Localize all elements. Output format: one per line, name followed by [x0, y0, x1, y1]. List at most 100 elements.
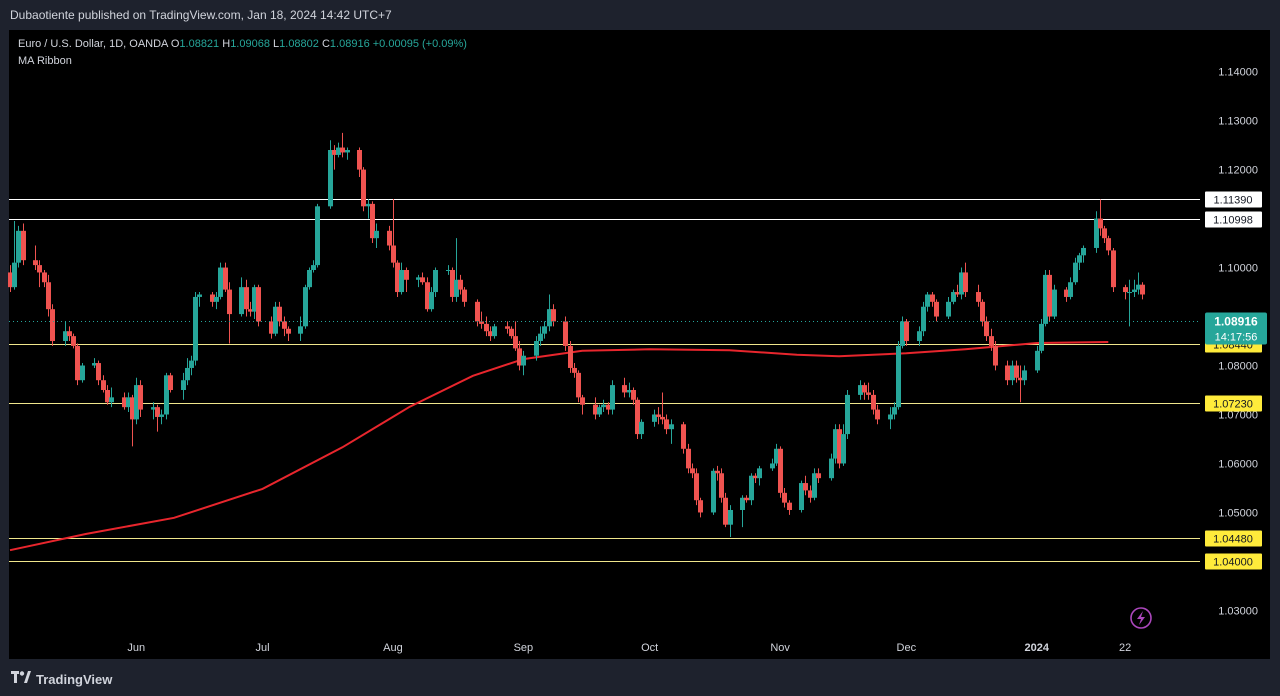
indicator-name[interactable]: MA Ribbon: [18, 55, 72, 67]
candle: [888, 407, 893, 430]
candle: [1014, 360, 1019, 383]
candle-body: [1064, 289, 1069, 297]
candle-body: [728, 510, 733, 525]
candle-body: [273, 306, 278, 334]
candle: [744, 495, 749, 503]
candle-body: [812, 473, 817, 498]
candle: [1132, 279, 1137, 297]
candle: [416, 274, 421, 288]
candle-body: [223, 267, 228, 290]
flash-icon[interactable]: [1130, 607, 1152, 629]
candle-body: [635, 399, 640, 435]
header-bar: Dubaotiente published on TradingView.com…: [0, 0, 1280, 30]
price-chart[interactable]: 1.140001.130001.120001.110001.100001.090…: [0, 0, 1280, 659]
candle-body: [774, 448, 779, 464]
candle: [1127, 279, 1132, 327]
candle-body: [521, 355, 526, 366]
candle-body: [976, 292, 981, 302]
candle: [50, 304, 55, 346]
candle: [155, 404, 160, 432]
candle: [1106, 235, 1111, 256]
candle: [340, 132, 345, 158]
countdown-text: 14:17:56: [1215, 332, 1258, 344]
candle-body: [744, 497, 749, 501]
candle: [92, 358, 97, 368]
candle-body: [669, 424, 674, 430]
candle-body: [1098, 218, 1103, 229]
candle: [239, 277, 244, 317]
candle-body: [244, 287, 249, 310]
candle: [753, 473, 758, 484]
candle: [866, 382, 871, 400]
candle: [580, 394, 585, 415]
candle-body: [303, 287, 308, 327]
candle-body: [181, 380, 186, 390]
candle-body: [547, 309, 552, 327]
candle-body: [639, 421, 644, 435]
candle: [1111, 247, 1116, 293]
tradingview-logo[interactable]: TradingView: [11, 671, 112, 687]
candle-body: [606, 404, 611, 410]
candle: [1077, 252, 1082, 270]
candle-body: [92, 363, 97, 366]
candle-body: [517, 348, 522, 366]
candle-body: [580, 397, 585, 405]
level-label-box: [1205, 553, 1262, 570]
candle: [357, 147, 362, 177]
brand-name: TradingView: [36, 671, 113, 687]
candle: [976, 284, 981, 307]
symbol-label: Euro / U.S. Dollar, 1D, OANDA: [18, 38, 168, 50]
candle-body: [513, 336, 518, 349]
candle: [547, 294, 552, 332]
candle-body: [277, 306, 282, 322]
low-label: L: [273, 38, 280, 50]
candle-body: [425, 282, 430, 310]
candle: [273, 301, 278, 337]
candle-body: [1081, 247, 1086, 256]
candle-body: [8, 272, 13, 288]
candle-body: [875, 409, 880, 420]
x-tick-label: Nov: [770, 642, 790, 654]
candle-body: [542, 326, 547, 334]
candle: [963, 262, 968, 297]
level-label-box: [1205, 191, 1262, 208]
candle: [601, 399, 606, 413]
candle: [989, 328, 994, 351]
candle-body: [210, 294, 215, 302]
candle-body: [808, 490, 813, 498]
candle: [168, 372, 173, 393]
candle: [1064, 287, 1069, 302]
candle: [1136, 272, 1141, 295]
candle: [484, 316, 489, 337]
candle-body: [1077, 255, 1082, 263]
candle-body: [770, 463, 775, 469]
candle: [782, 487, 787, 508]
candle-body: [917, 331, 922, 342]
level-label-text: 1.04000: [1213, 557, 1253, 569]
last-price-text: 1.08916: [1214, 315, 1258, 329]
x-tick-label: Sep: [514, 642, 534, 654]
chart-legend[interactable]: Euro / U.S. Dollar, 1D, OANDA O1.08821 H…: [18, 36, 467, 70]
candle-body: [16, 230, 21, 263]
candle: [33, 245, 38, 270]
candle: [959, 267, 964, 300]
candle: [799, 480, 804, 513]
candle-body: [50, 309, 55, 342]
candle-body: [715, 470, 720, 474]
candle-body: [829, 458, 834, 479]
candle-body: [399, 270, 404, 293]
candle-body: [122, 397, 127, 408]
horizontal-levels: [9, 199, 1200, 562]
candle-body: [46, 282, 51, 310]
candle: [1068, 277, 1073, 300]
candle-body: [479, 321, 484, 324]
candle-body: [690, 468, 695, 474]
candle-body: [387, 230, 392, 246]
candle: [631, 387, 636, 405]
candle-body: [980, 301, 985, 322]
candle: [934, 299, 939, 322]
candle: [875, 404, 880, 425]
candle: [67, 326, 72, 342]
candle: [101, 375, 106, 393]
candle: [841, 424, 846, 466]
